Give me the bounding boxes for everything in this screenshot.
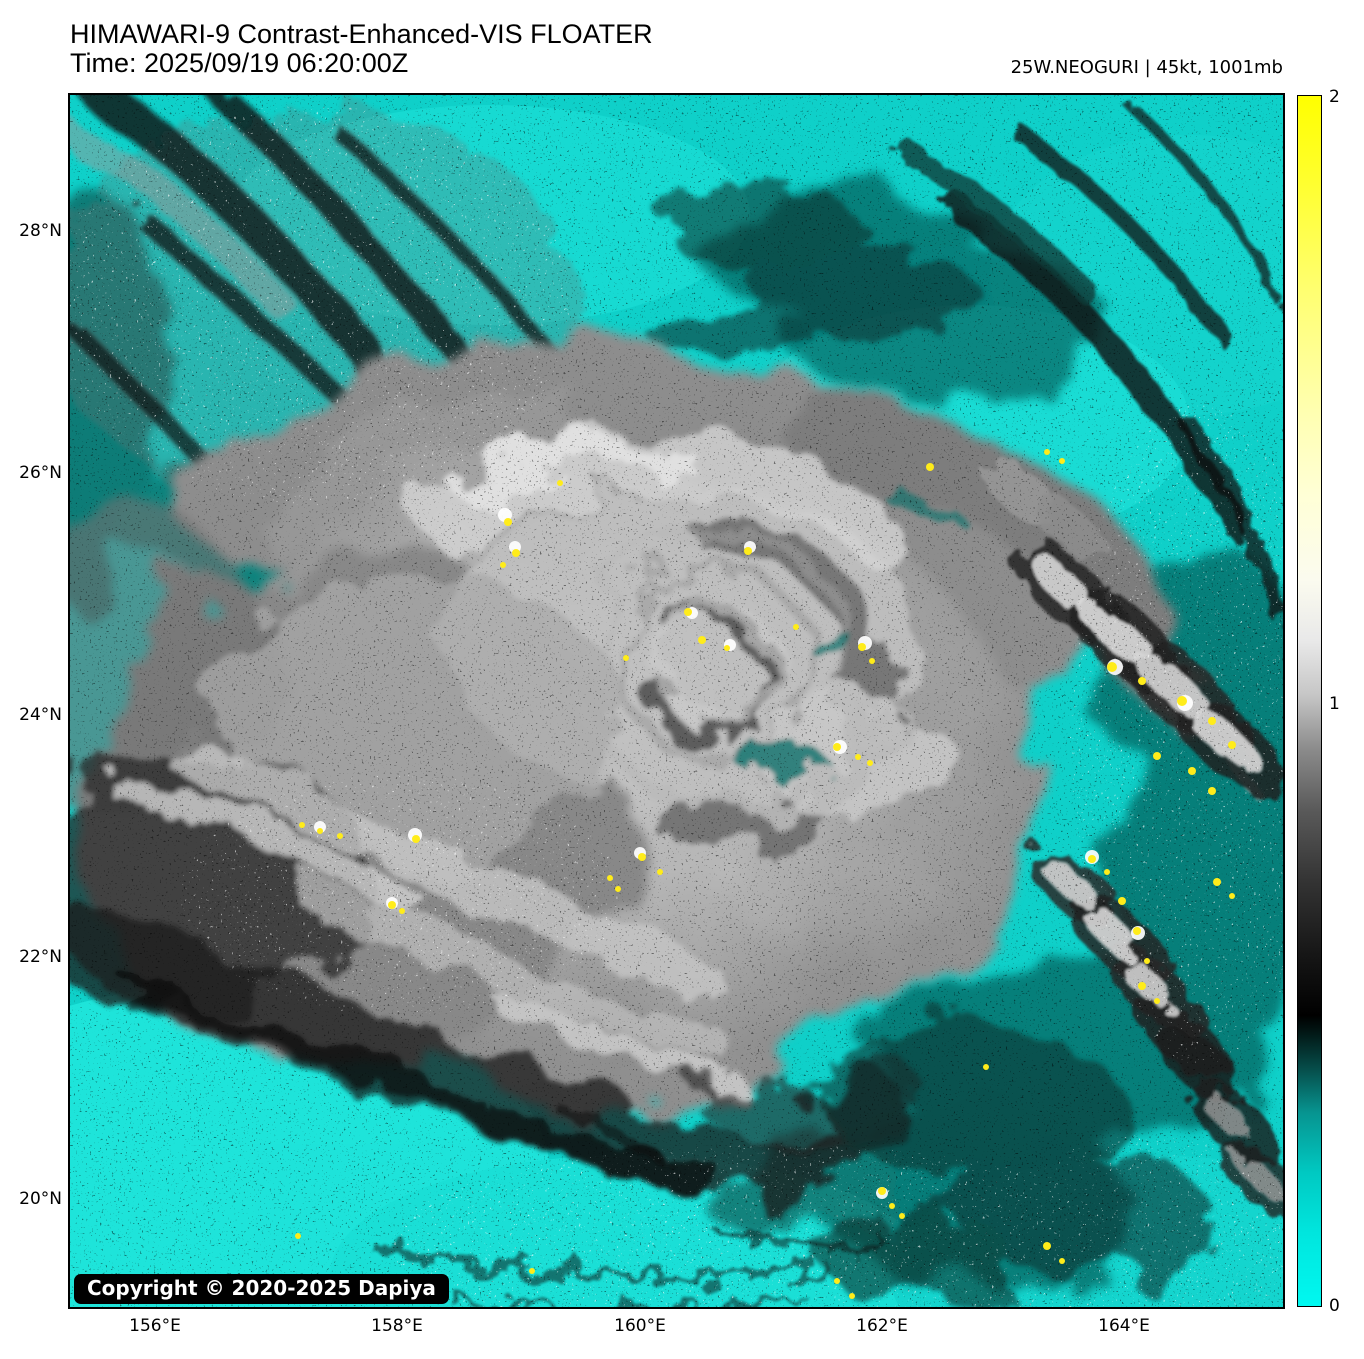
storm-info-label: 25W.NEOGURI | 45kt, 1001mb bbox=[1010, 57, 1283, 78]
satellite-map-plot: Copyright © 2020-2025 Dapiya bbox=[68, 93, 1285, 1309]
satellite-image bbox=[70, 95, 1283, 1307]
y-tick-28n: 28°N bbox=[19, 221, 62, 241]
colorbar-tick-1: 1 bbox=[1329, 694, 1340, 714]
x-tick-162e: 162°E bbox=[856, 1316, 908, 1336]
x-tick-156e: 156°E bbox=[129, 1316, 181, 1336]
copyright-badge: Copyright © 2020-2025 Dapiya bbox=[74, 1274, 449, 1304]
y-tick-20n: 20°N bbox=[19, 1189, 62, 1209]
figure-title: HIMAWARI-9 Contrast-Enhanced-VIS FLOATER bbox=[70, 19, 653, 49]
x-tick-164e: 164°E bbox=[1098, 1316, 1150, 1336]
colorbar-tick-0: 0 bbox=[1329, 1296, 1340, 1316]
x-tick-158e: 158°E bbox=[371, 1316, 423, 1336]
y-tick-24n: 24°N bbox=[19, 705, 62, 725]
y-tick-22n: 22°N bbox=[19, 947, 62, 967]
x-tick-160e: 160°E bbox=[614, 1316, 666, 1336]
colorbar-tick-2: 2 bbox=[1329, 87, 1340, 107]
y-tick-26n: 26°N bbox=[19, 463, 62, 483]
hot-tower-dots bbox=[295, 449, 1236, 1299]
figure-timestamp: Time: 2025/09/19 06:20:00Z bbox=[70, 48, 409, 78]
colorbar bbox=[1297, 95, 1322, 1307]
speckle-noise-layer bbox=[70, 95, 1283, 1307]
